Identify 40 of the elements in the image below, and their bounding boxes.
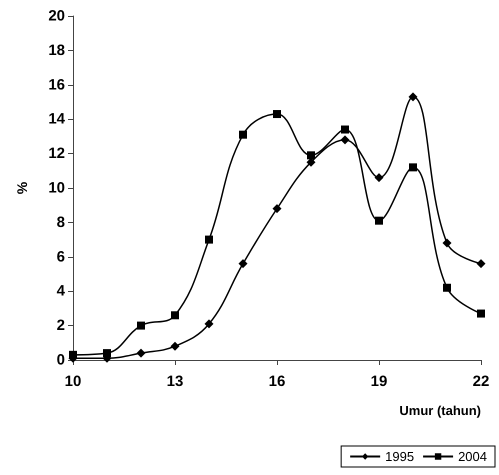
point	[238, 259, 248, 268]
y-tick-label: 12	[48, 145, 65, 162]
point	[307, 151, 315, 160]
point	[171, 311, 179, 320]
point	[340, 135, 350, 144]
point	[204, 319, 214, 328]
point	[409, 163, 417, 172]
y-tick-label: 20	[48, 8, 65, 24]
point	[408, 92, 418, 102]
point	[136, 348, 146, 358]
x-tick-label: 22	[472, 373, 490, 390]
point	[170, 342, 180, 351]
point	[375, 216, 383, 225]
point	[239, 130, 247, 139]
point	[476, 259, 486, 268]
legend-label: 2004	[458, 449, 487, 464]
y-tick-label: 2	[56, 317, 65, 334]
point	[341, 126, 349, 134]
x-tick-label: 19	[370, 373, 388, 390]
y-tick-label: 18	[48, 42, 65, 59]
legend-label: 1995	[385, 449, 414, 464]
x-tick-label: 13	[166, 373, 184, 390]
y-axis-title: %	[14, 181, 30, 194]
point	[442, 238, 452, 248]
point	[443, 284, 451, 292]
x-tick-label: 16	[268, 373, 286, 390]
y-tick-label: 14	[48, 110, 66, 128]
point	[205, 236, 213, 244]
y-tick-label: 6	[56, 248, 65, 266]
point	[137, 322, 145, 330]
point	[273, 110, 281, 118]
point	[477, 310, 485, 318]
y-tick-label: 0	[56, 352, 65, 368]
point	[374, 173, 384, 182]
y-tick-label: 8	[56, 214, 65, 231]
y-tick-label: 4	[56, 282, 66, 300]
y-tick-label: 10	[48, 180, 65, 196]
y-tick-label: 16	[48, 76, 65, 94]
point	[272, 204, 282, 214]
x-axis-title: Umur (tahun)	[399, 403, 481, 418]
